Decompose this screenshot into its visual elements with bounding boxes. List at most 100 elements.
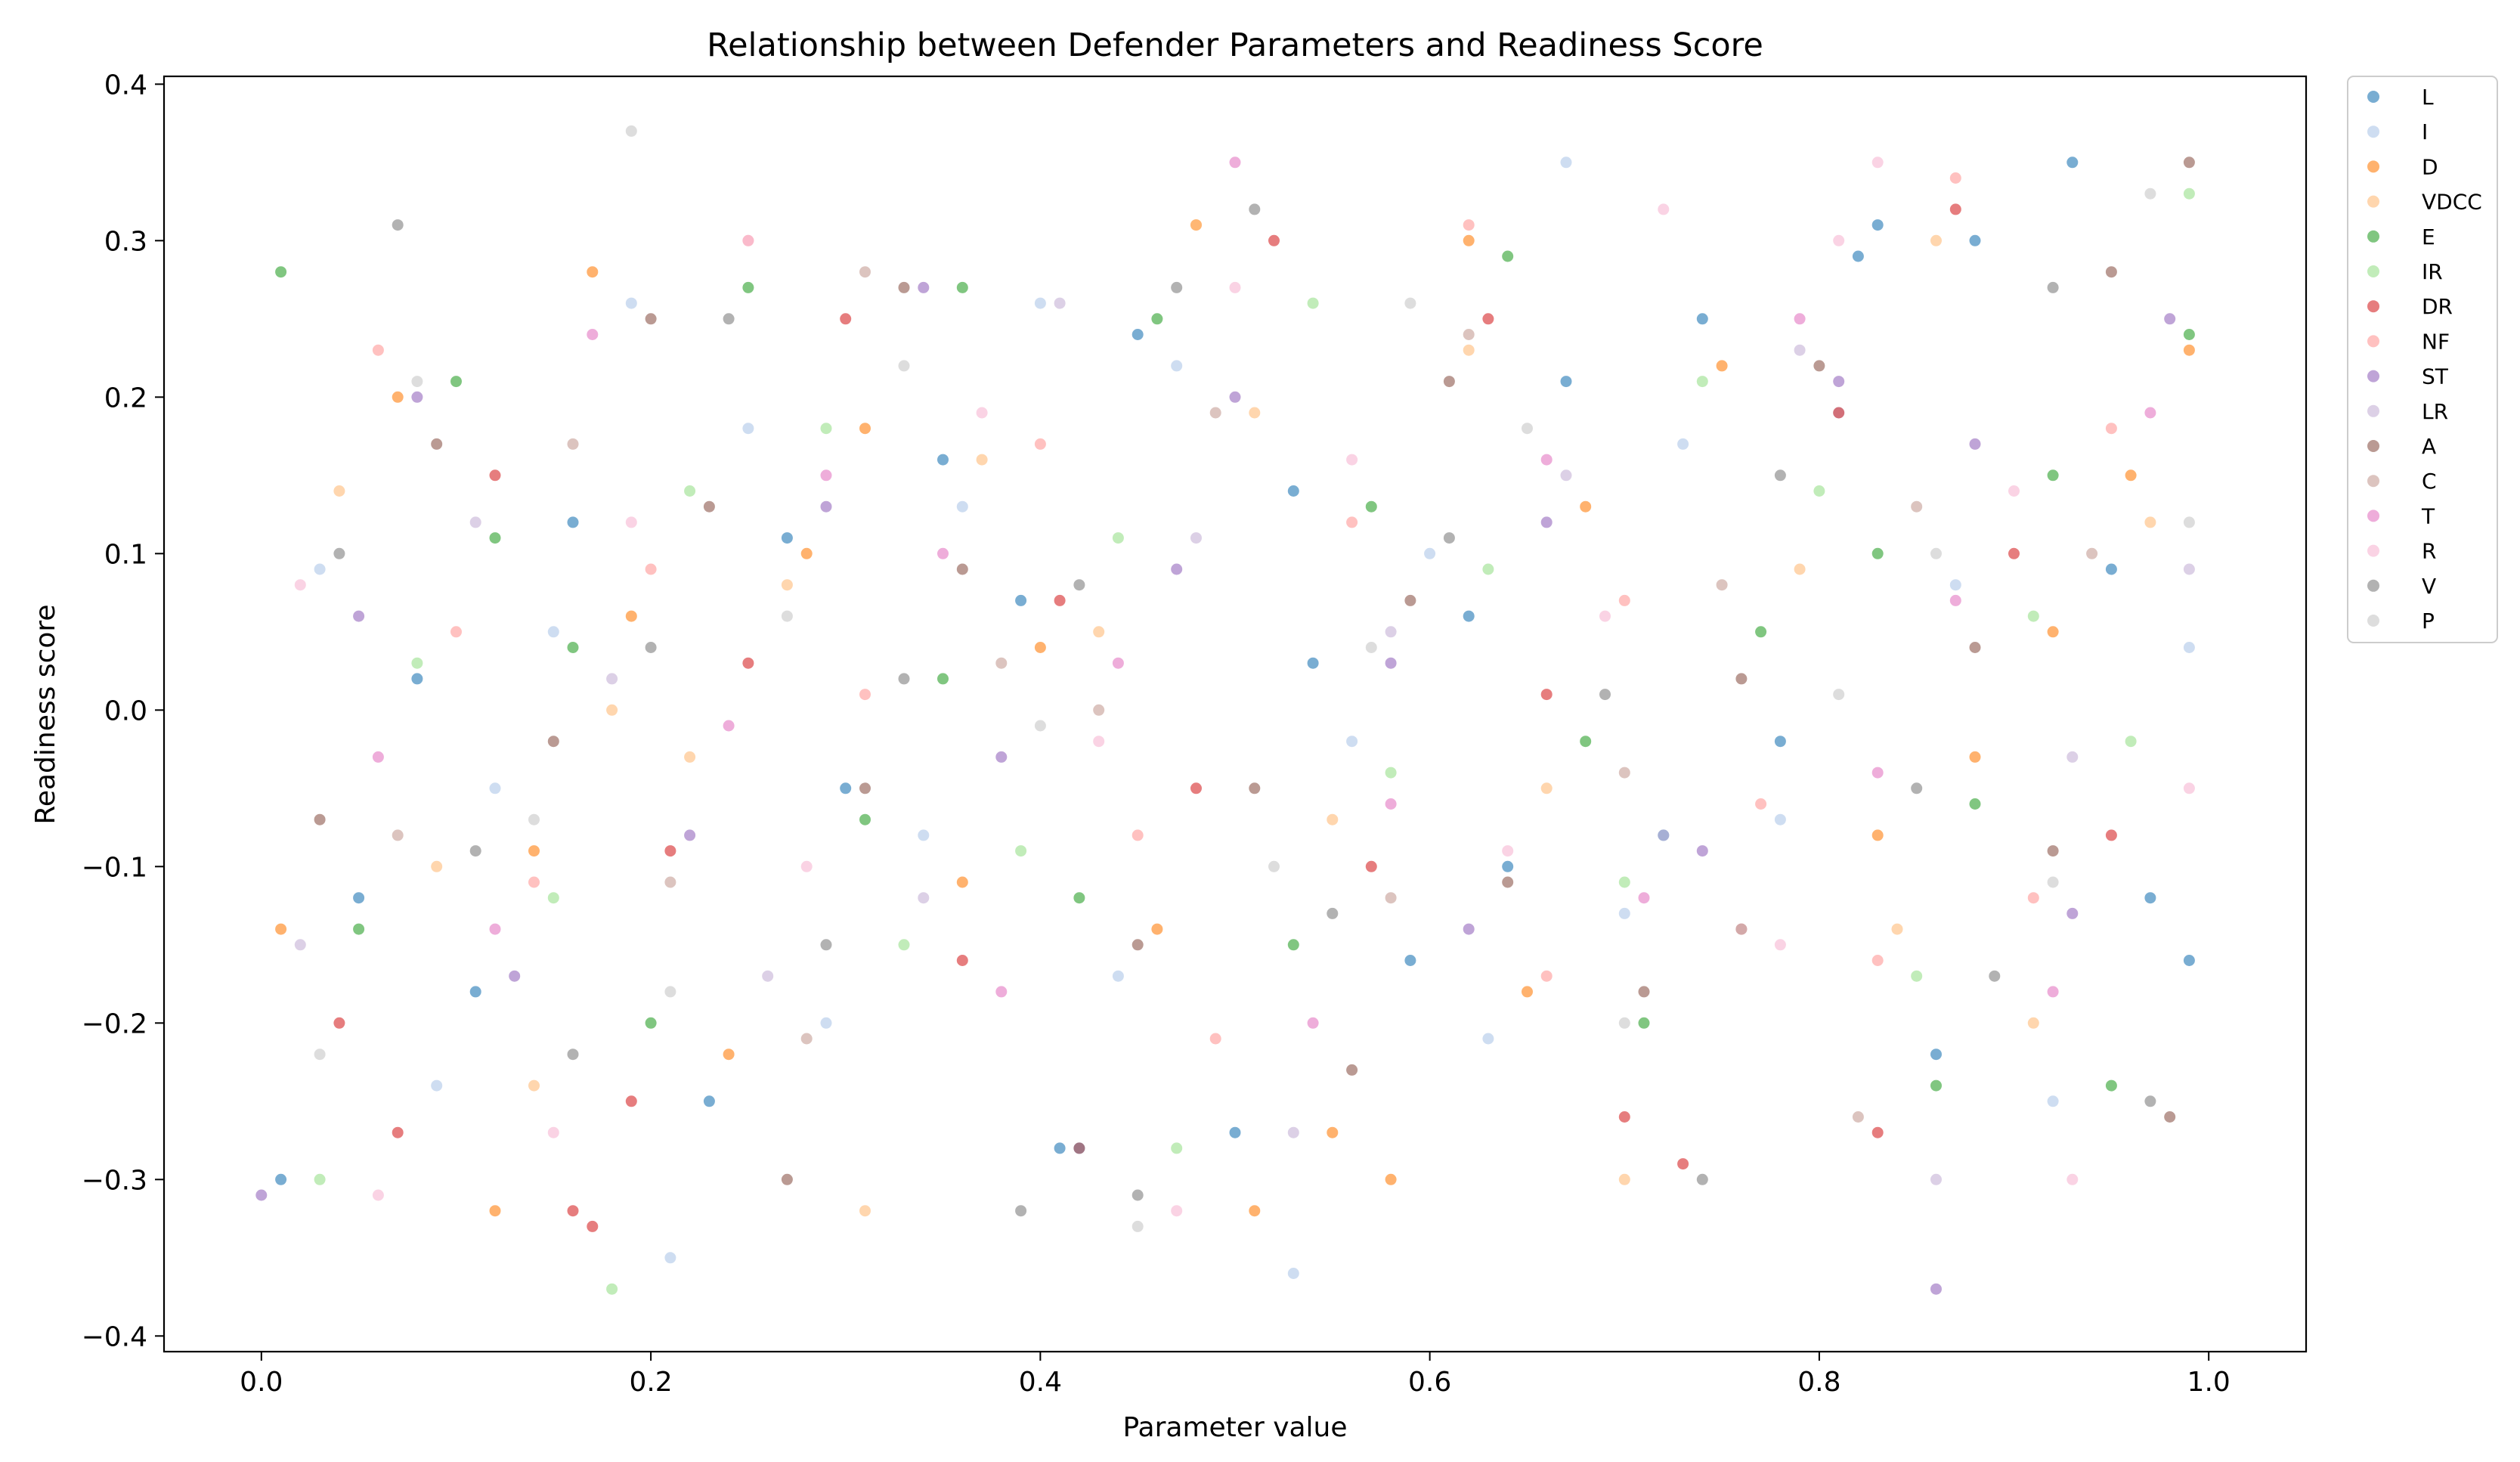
point-a-17 bbox=[703, 500, 715, 513]
point-l-1 bbox=[2066, 156, 2079, 169]
point-st-5 bbox=[2164, 313, 2176, 325]
point-ir-10 bbox=[411, 657, 423, 669]
point-d-22 bbox=[1522, 986, 1533, 998]
point-lr-11 bbox=[1658, 829, 1670, 841]
point-vdcc-9 bbox=[1327, 813, 1339, 825]
point-i-13 bbox=[918, 829, 930, 841]
legend-marker-lr bbox=[2367, 404, 2379, 417]
point-a-20 bbox=[314, 813, 326, 825]
point-dr-1 bbox=[567, 1205, 579, 1217]
point-c-14 bbox=[1716, 579, 1728, 591]
point-i-10 bbox=[2047, 1095, 2059, 1107]
point-a-10 bbox=[1638, 986, 1650, 998]
point-i-14 bbox=[2183, 642, 2195, 653]
x-tick-label: 0.0 bbox=[240, 1367, 283, 1398]
point-i-9 bbox=[820, 1017, 832, 1029]
point-l-12 bbox=[703, 1095, 715, 1107]
point-dr-3 bbox=[1268, 234, 1280, 246]
x-axis: 0.0 0.2 0.4 0.6 0.8 1.0 bbox=[240, 1352, 2231, 1398]
point-l-5 bbox=[1852, 250, 1864, 262]
point-l-29 bbox=[1502, 860, 1514, 872]
legend-label-c: C bbox=[2422, 469, 2437, 494]
point-d-15 bbox=[392, 391, 404, 403]
point-v-5 bbox=[2144, 1095, 2156, 1107]
point-c-11 bbox=[1911, 500, 1923, 513]
point-i-8 bbox=[1677, 438, 1689, 450]
point-a-18 bbox=[1735, 673, 1748, 685]
point-t-6 bbox=[1540, 454, 1553, 466]
point-v-3 bbox=[1132, 1189, 1144, 1201]
point-dr-15 bbox=[2105, 829, 2117, 841]
point-i-19 bbox=[742, 423, 754, 435]
point-v-21 bbox=[645, 642, 657, 653]
point-a-2 bbox=[645, 313, 657, 325]
point-a-16 bbox=[1502, 876, 1514, 888]
point-a-0 bbox=[2183, 156, 2195, 169]
point-vdcc-7 bbox=[2027, 1017, 2039, 1029]
point-l-4 bbox=[1229, 1126, 1241, 1138]
legend-label-i: I bbox=[2422, 119, 2428, 144]
point-i-0 bbox=[1287, 1268, 1299, 1279]
point-c-3 bbox=[800, 1033, 813, 1045]
point-ir-5 bbox=[1696, 376, 1708, 388]
y-tick-label: −0.3 bbox=[82, 1165, 147, 1196]
point-lr-8 bbox=[2066, 751, 2079, 763]
point-dr-16 bbox=[742, 657, 754, 669]
point-lr-4 bbox=[294, 939, 306, 951]
point-e-8 bbox=[1151, 313, 1163, 325]
point-ir-6 bbox=[684, 485, 696, 497]
legend-marker-i bbox=[2367, 125, 2379, 138]
point-dr-14 bbox=[1833, 407, 1845, 419]
point-p-10 bbox=[781, 610, 793, 622]
point-r-14 bbox=[800, 860, 813, 872]
point-dr-19 bbox=[956, 955, 968, 966]
point-ir-18 bbox=[898, 939, 910, 951]
x-tick-label: 0.6 bbox=[1408, 1367, 1451, 1398]
point-d-0 bbox=[1249, 1205, 1261, 1217]
point-r-11 bbox=[2008, 485, 2020, 497]
point-nf-6 bbox=[1209, 1033, 1221, 1045]
y-tick-label: −0.2 bbox=[82, 1008, 147, 1039]
point-v-11 bbox=[1443, 532, 1455, 544]
point-v-12 bbox=[1911, 782, 1923, 794]
point-l-15 bbox=[411, 673, 423, 685]
point-vdcc-10 bbox=[528, 1079, 540, 1092]
point-e-22 bbox=[489, 532, 501, 544]
point-p-11 bbox=[1522, 423, 1533, 435]
legend-marker-a bbox=[2367, 440, 2379, 452]
point-c-2 bbox=[1852, 1111, 1864, 1123]
point-lr-7 bbox=[606, 673, 618, 685]
point-p-16 bbox=[2183, 516, 2195, 528]
point-v-9 bbox=[567, 1048, 579, 1061]
point-i-7 bbox=[431, 1079, 443, 1092]
point-t-10 bbox=[1112, 657, 1124, 669]
point-d-21 bbox=[800, 547, 813, 559]
point-r-16 bbox=[1093, 736, 1105, 748]
point-l-14 bbox=[1560, 376, 1572, 388]
point-e-15 bbox=[1073, 892, 1085, 904]
point-d-23 bbox=[2125, 469, 2137, 482]
point-ir-19 bbox=[1813, 485, 1825, 497]
point-i-6 bbox=[1171, 360, 1183, 372]
point-d-18 bbox=[625, 610, 637, 622]
point-l-10 bbox=[1404, 955, 1416, 966]
point-l-27 bbox=[1015, 594, 1027, 606]
point-ir-1 bbox=[314, 1173, 326, 1185]
point-lr-5 bbox=[762, 970, 774, 982]
point-i-24 bbox=[1774, 813, 1786, 825]
point-nf-3 bbox=[372, 344, 384, 356]
point-dr-9 bbox=[840, 313, 852, 325]
point-v-2 bbox=[1015, 1205, 1027, 1217]
point-a-13 bbox=[547, 736, 559, 748]
point-r-5 bbox=[372, 1189, 384, 1201]
point-ir-13 bbox=[2027, 610, 2039, 622]
point-t-2 bbox=[1307, 1017, 1319, 1029]
point-ir-17 bbox=[2125, 736, 2137, 748]
point-st-0 bbox=[1930, 1283, 1942, 1295]
y-tick-label: −0.4 bbox=[82, 1321, 147, 1352]
point-e-18 bbox=[645, 1017, 657, 1029]
point-d-16 bbox=[956, 876, 968, 888]
point-e-11 bbox=[353, 923, 365, 935]
point-t-5 bbox=[995, 986, 1008, 998]
